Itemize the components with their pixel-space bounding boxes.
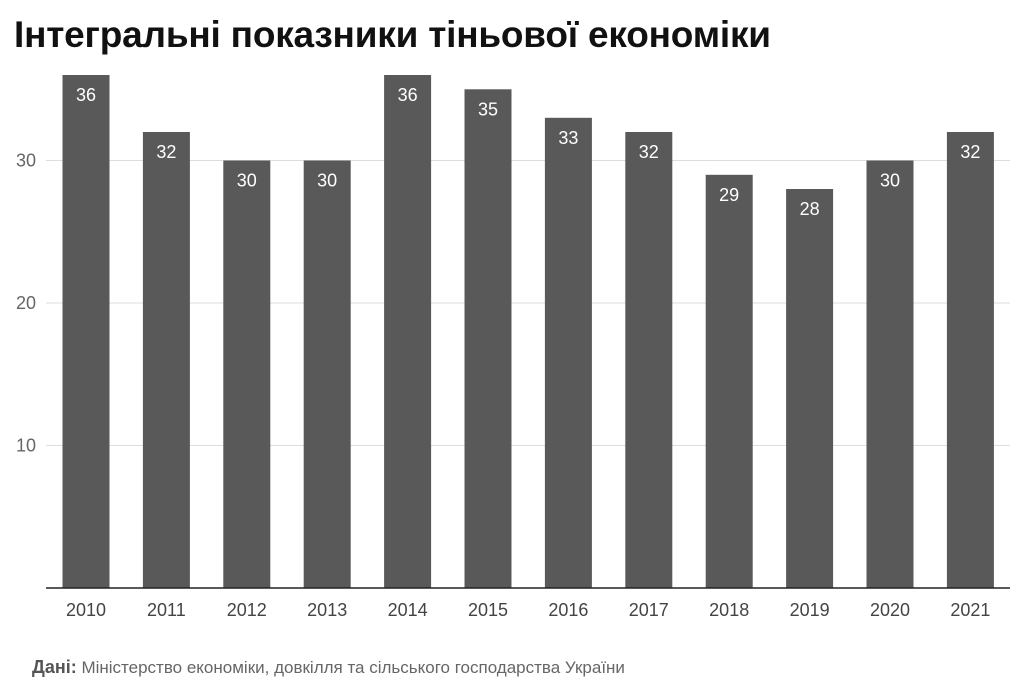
bar-2017 (625, 132, 673, 588)
x-tick-label: 2020 (870, 600, 910, 620)
y-tick-label: 10 (16, 436, 36, 456)
bar-value-label: 36 (398, 85, 418, 105)
bar-value-label: 32 (960, 142, 980, 162)
bar-2018 (705, 174, 753, 589)
bars (62, 75, 994, 589)
bar-value-label: 35 (478, 99, 498, 119)
bar-2013 (303, 160, 351, 588)
x-tick-label: 2015 (468, 600, 508, 620)
bar-value-label: 30 (237, 171, 257, 191)
bar-value-label: 29 (719, 185, 739, 205)
bar-2015 (464, 89, 512, 589)
y-tick-label: 30 (16, 151, 36, 171)
x-tick-label: 2021 (950, 600, 990, 620)
gridlines: 10 20 30 (16, 151, 1010, 456)
x-tick-label: 2010 (66, 600, 106, 620)
bar-2019 (786, 189, 834, 588)
y-tick-label: 20 (16, 293, 36, 313)
bar-2010 (62, 75, 110, 588)
bar-value-label: 36 (76, 85, 96, 105)
bar-value-label: 30 (880, 171, 900, 191)
bar-value-label: 32 (156, 142, 176, 162)
x-tick-label: 2012 (227, 600, 267, 620)
bar-2012 (223, 160, 271, 588)
axes: 2010 2011 2012 2013 2014 2015 2016 2017 2018 2019… (46, 587, 1010, 620)
bar-value-label: 30 (317, 171, 337, 191)
x-tick-label: 2011 (147, 600, 186, 620)
x-tick-label: 2013 (307, 600, 347, 620)
source-label: Дані: (32, 657, 77, 677)
x-tick-label: 2016 (548, 600, 588, 620)
bar-2016 (544, 117, 592, 589)
x-tick-label: 2019 (790, 600, 830, 620)
x-tick-label: 2017 (629, 600, 669, 620)
bar-value-label: 33 (558, 128, 578, 148)
bar-value-label: 32 (639, 142, 659, 162)
source-text: Міністерство економіки, довкілля та сіль… (81, 658, 625, 677)
source-note: Дані: Міністерство економіки, довкілля т… (32, 657, 625, 678)
data-labels: 36 32 30 30 36 35 33 32 29 28 30 32 (76, 85, 980, 219)
chart-title: Інтегральні показники тіньової економіки (14, 14, 771, 55)
bar-2020 (866, 160, 914, 588)
x-tick-label: 2018 (709, 600, 749, 620)
bar-2014 (384, 75, 432, 588)
bar-value-label: 28 (800, 199, 820, 219)
x-tick-label: 2014 (388, 600, 428, 620)
bar-2021 (946, 132, 994, 588)
bar-2011 (142, 132, 190, 588)
